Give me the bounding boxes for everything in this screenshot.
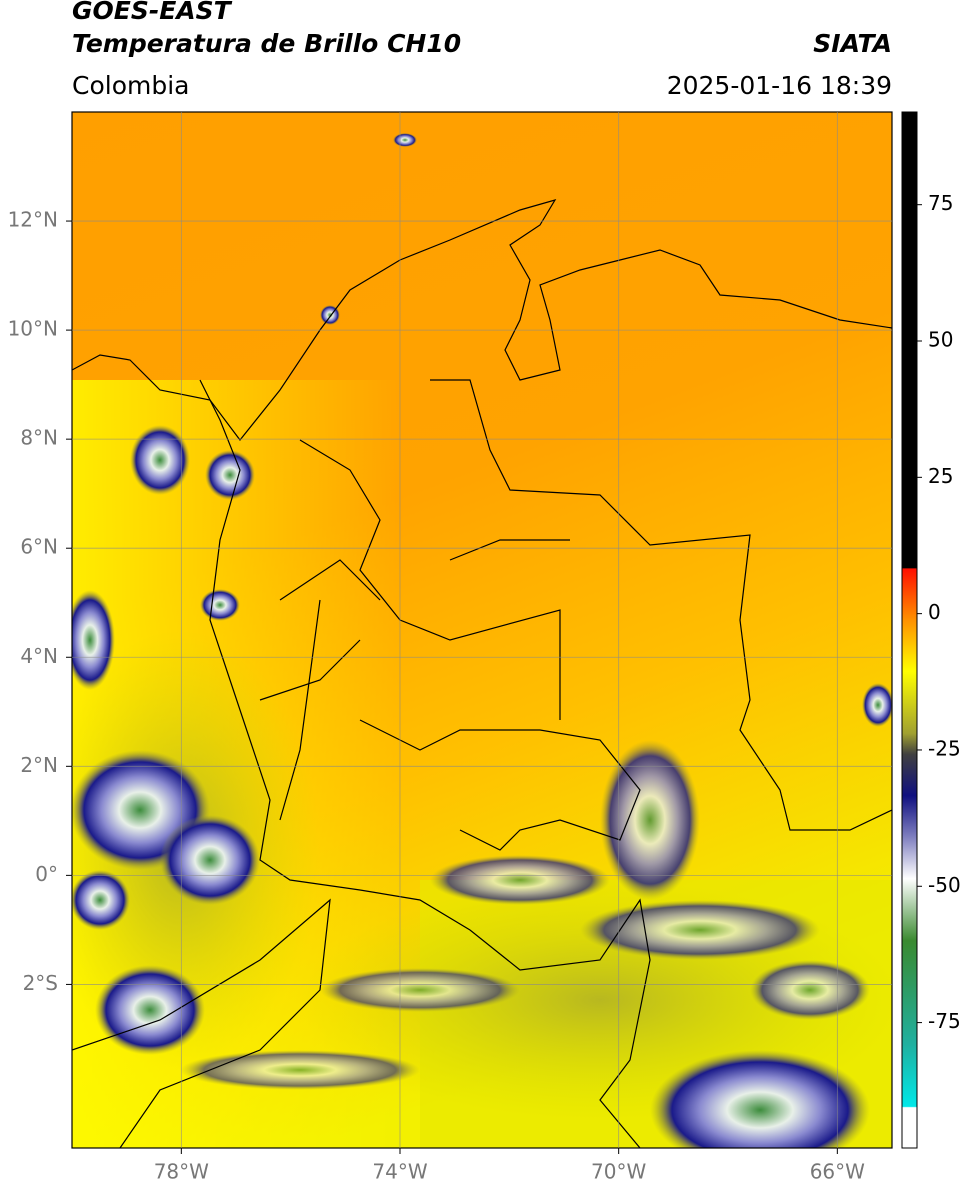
colorbar-label: -75 [928, 1009, 961, 1033]
datetime: 2025-01-16 18:39 [667, 71, 892, 100]
region: Colombia [72, 71, 189, 100]
satellite-image [72, 112, 892, 1148]
source: SIATA [813, 29, 892, 58]
colorbar-label: -25 [928, 736, 961, 760]
y-tick-label: 0° [35, 862, 58, 886]
y-tick-label: 2°N [20, 753, 58, 777]
y-tick-label: 10°N [8, 317, 58, 341]
colorbar-label: 25 [928, 464, 953, 488]
x-tick-label: 70°W [591, 1160, 646, 1184]
colorbar-label: 0 [928, 600, 941, 624]
title: GOES-EAST [72, 0, 233, 25]
y-tick-label: 2°S [23, 971, 58, 995]
x-tick-label: 78°W [154, 1160, 209, 1184]
y-tick-label: 4°N [20, 644, 58, 668]
x-tick-label: 74°W [372, 1160, 427, 1184]
x-tick-label: 66°W [810, 1160, 865, 1184]
map-frame [71, 111, 893, 1149]
subtitle: Temperatura de Brillo CH10 [72, 29, 461, 58]
colorbar [901, 111, 918, 1149]
y-tick-label: 12°N [8, 208, 58, 232]
y-tick-label: 8°N [20, 426, 58, 450]
colorbar-label: 50 [928, 328, 953, 352]
colorbar-label: 75 [928, 191, 953, 215]
colorbar-label: -50 [928, 873, 961, 897]
y-tick-label: 6°N [20, 535, 58, 559]
